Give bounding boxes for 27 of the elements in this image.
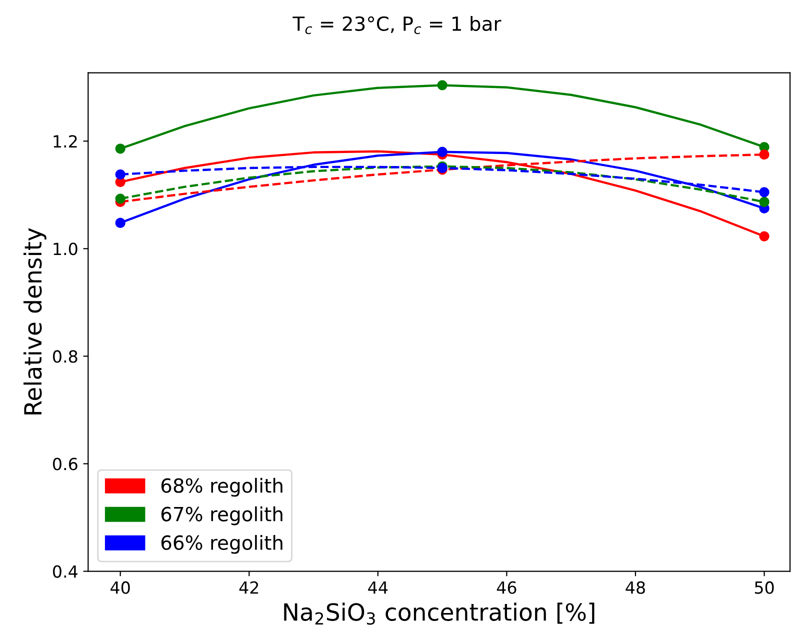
- x-tick-label: 44: [368, 582, 388, 594]
- point: [115, 194, 126, 204]
- point: [437, 146, 448, 157]
- point: [759, 187, 770, 198]
- point: [759, 149, 770, 160]
- y-tick-label: 0.6: [53, 458, 78, 470]
- x-tick-label: 42: [239, 581, 258, 594]
- point: [115, 169, 126, 180]
- y-tick-label: 1.0: [54, 242, 78, 256]
- x-tick-label: 48: [626, 581, 645, 594]
- chart-title: T$_{c}$ = 23°C, P$_{c}$ = 1 bar: [292, 16, 502, 34]
- x-axis-title: Na$_{2}$SiO$_{3}$ concentration [%]: [284, 602, 594, 625]
- y-tick-label: 1.2: [54, 135, 77, 148]
- x-tick-label: 50: [754, 581, 774, 594]
- point: [115, 218, 126, 228]
- point: [115, 144, 126, 154]
- legend-label: 67% regolith: [161, 506, 282, 526]
- legend-label: 66% regolith: [161, 534, 282, 554]
- y-tick-label: 0.4: [53, 565, 78, 578]
- legend-label: 68% regolith: [161, 478, 282, 497]
- y-tick-label: 0.8: [53, 350, 78, 363]
- point: [759, 196, 770, 207]
- x-tick-label: 40: [110, 581, 130, 594]
- x-tick-label: 46: [496, 581, 516, 594]
- point: [437, 80, 448, 90]
- point: [759, 231, 770, 242]
- y-axis-title: Relative density: [24, 228, 46, 414]
